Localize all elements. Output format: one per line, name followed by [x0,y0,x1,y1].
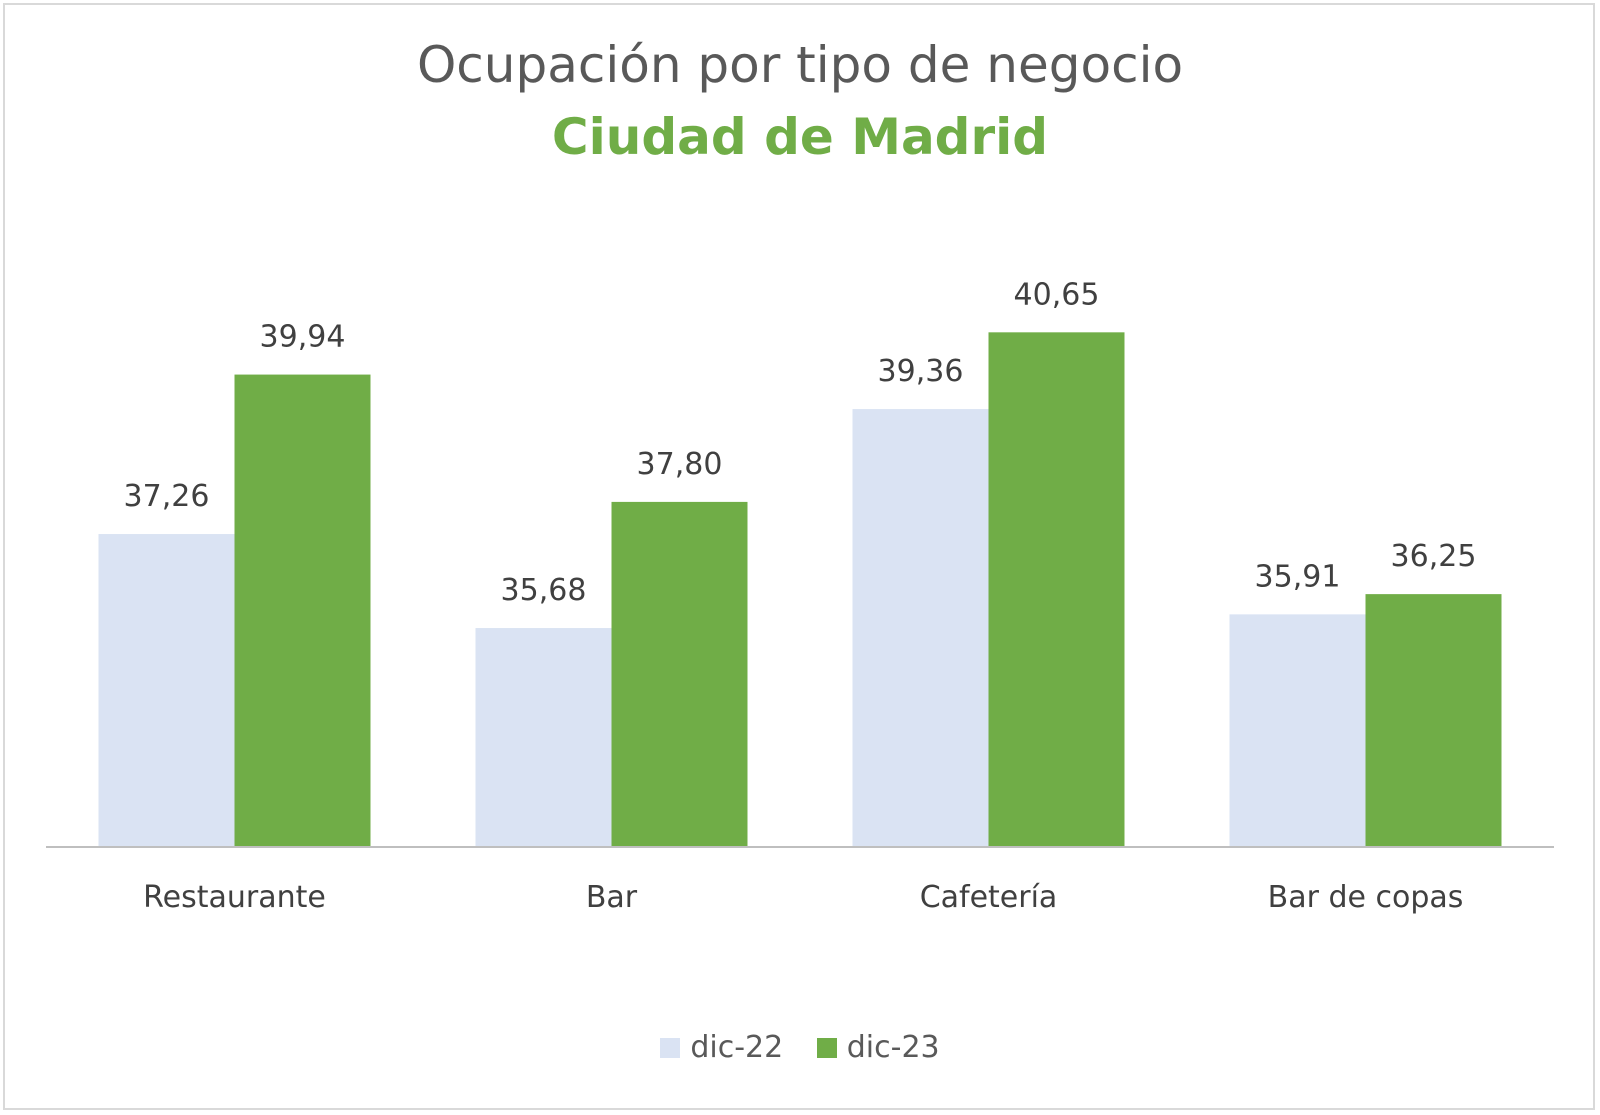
legend-swatch-dic-23 [816,1038,837,1058]
legend-label-dic-23: dic-23 [846,1030,940,1065]
legend-item-dic-23: dic-23 [816,1030,940,1065]
chart-title: Ocupación por tipo de negocio [416,36,1184,94]
category-label-restaurante: Restaurante [143,880,326,915]
bar-bar-dic-23 [611,501,748,847]
data-label-bar-de-copas-dic-22: 35,91 [1255,559,1341,594]
bar-bar-de-copas-dic-23 [1365,594,1502,847]
data-label-bar-dic-23: 37,80 [637,447,723,482]
legend-swatch-dic-22 [660,1038,681,1058]
bar-cafeteria-dic-23 [988,332,1125,847]
legend-item-dic-22: dic-22 [660,1030,783,1065]
data-label-restaurante-dic-23: 39,94 [260,320,346,355]
category-label-cafeteria: Cafetería [920,880,1058,915]
data-label-cafeteria-dic-23: 40,65 [1014,277,1100,312]
data-label-restaurante-dic-22: 37,26 [124,479,210,514]
bar-restaurante-dic-22 [98,534,235,847]
data-label-bar-de-copas-dic-23: 36,25 [1391,539,1477,574]
category-label-bar-de-copas: Bar de copas [1268,880,1464,915]
legend-label-dic-22: dic-22 [690,1030,784,1065]
chart-subtitle: Ciudad de Madrid [551,108,1049,166]
category-label-bar: Bar [586,880,638,915]
legend: dic-22 dic-23 [0,1030,1600,1065]
bar-bar-dic-22 [475,628,612,847]
data-label-cafeteria-dic-22: 39,36 [878,354,964,389]
data-label-bar-dic-22: 35,68 [501,573,587,608]
bar-restaurante-dic-23 [234,374,371,847]
bar-bar-de-copas-dic-22 [1229,614,1366,847]
bar-cafeteria-dic-22 [852,409,989,847]
